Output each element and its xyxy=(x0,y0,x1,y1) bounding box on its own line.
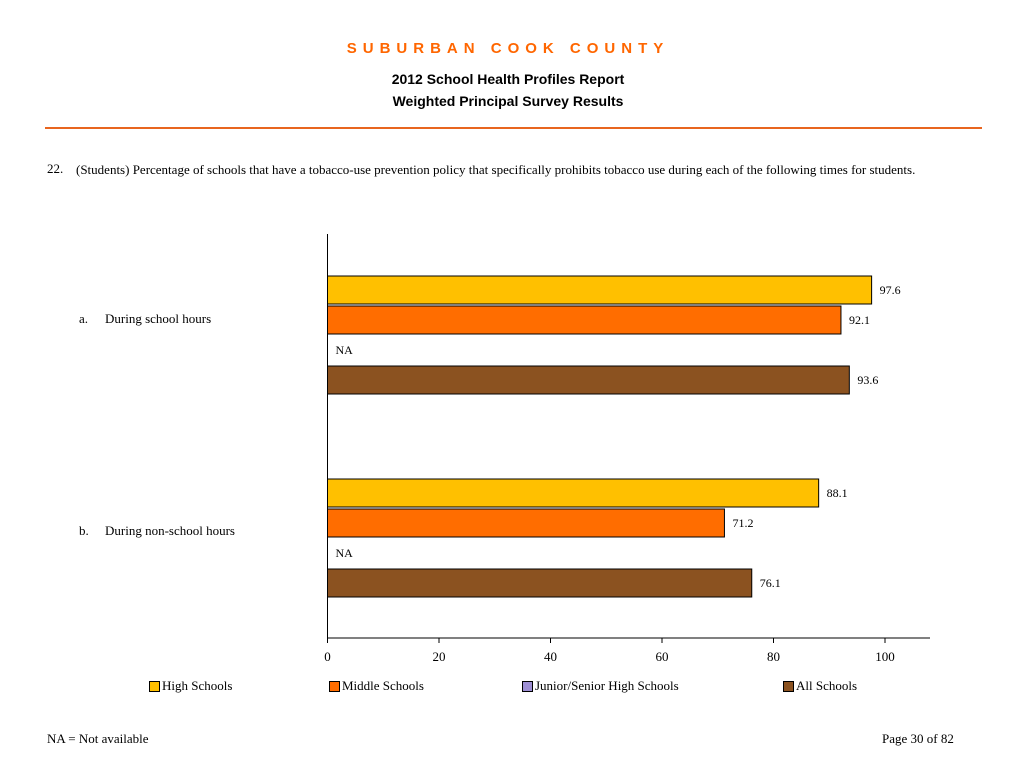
bar xyxy=(327,305,842,335)
data-label: NA xyxy=(336,546,354,560)
category-label-b: b. During non-school hours xyxy=(79,523,235,539)
legend-label: Junior/Senior High Schools xyxy=(535,678,679,693)
legend-label: Middle Schools xyxy=(342,678,424,693)
legend-swatch xyxy=(522,680,533,692)
bar xyxy=(327,365,850,395)
legend-label: All Schools xyxy=(796,678,858,693)
legend-item-high-schools: High Schools xyxy=(149,678,232,694)
bar xyxy=(327,478,820,508)
county-title: SUBURBAN COOK COUNTY xyxy=(346,40,670,57)
legend-label: High Schools xyxy=(162,678,233,693)
legend-swatch xyxy=(783,680,794,692)
category-letter: a. xyxy=(79,311,89,326)
x-tick-label: 40 xyxy=(544,649,557,664)
bar xyxy=(327,508,725,538)
data-label: 71.2 xyxy=(732,516,753,530)
bar xyxy=(327,568,753,598)
legend-swatch xyxy=(149,680,160,692)
data-label: 76.1 xyxy=(760,576,781,590)
legend: High Schools Middle Schools Junior/Senio… xyxy=(0,678,1024,696)
legend-item-junior-senior-high-schools: Junior/Senior High Schools xyxy=(522,678,679,694)
legend-swatch xyxy=(329,680,340,692)
report-subtitle: Weighted Principal Survey Results xyxy=(392,93,624,109)
bar-chart: 97.6 92.1 NA 93.6 88.1 71.2 NA 76.1 0 20 40 60 80 10… xyxy=(324,234,930,664)
data-label: NA xyxy=(336,343,354,357)
question-number: 22. xyxy=(47,161,64,176)
category-label-a: a. During school hours xyxy=(79,311,211,327)
data-label: 97.6 xyxy=(880,283,901,297)
data-label: 88.1 xyxy=(827,486,848,500)
x-tick-label: 80 xyxy=(767,649,780,664)
category-text: During non-school hours xyxy=(105,523,235,538)
na-footnote: NA = Not available xyxy=(47,731,149,746)
data-label: 93.6 xyxy=(857,373,878,387)
category-text: During school hours xyxy=(105,311,212,326)
legend-item-middle-schools: Middle Schools xyxy=(329,678,424,694)
question-text: (Students) Percentage of schools that ha… xyxy=(76,162,916,177)
data-label: 92.1 xyxy=(849,313,870,327)
header-divider xyxy=(45,127,982,129)
x-tick-label: 100 xyxy=(875,649,895,664)
report-title: 2012 School Health Profiles Report xyxy=(391,71,625,87)
legend-item-all-schools: All Schools xyxy=(783,678,857,694)
bar xyxy=(327,275,873,305)
category-letter: b. xyxy=(79,523,89,538)
page-number: Page 30 of 82 xyxy=(882,731,954,746)
x-tick-label: 0 xyxy=(324,649,331,664)
x-tick-label: 60 xyxy=(656,649,669,664)
x-tick-label: 20 xyxy=(433,649,446,664)
